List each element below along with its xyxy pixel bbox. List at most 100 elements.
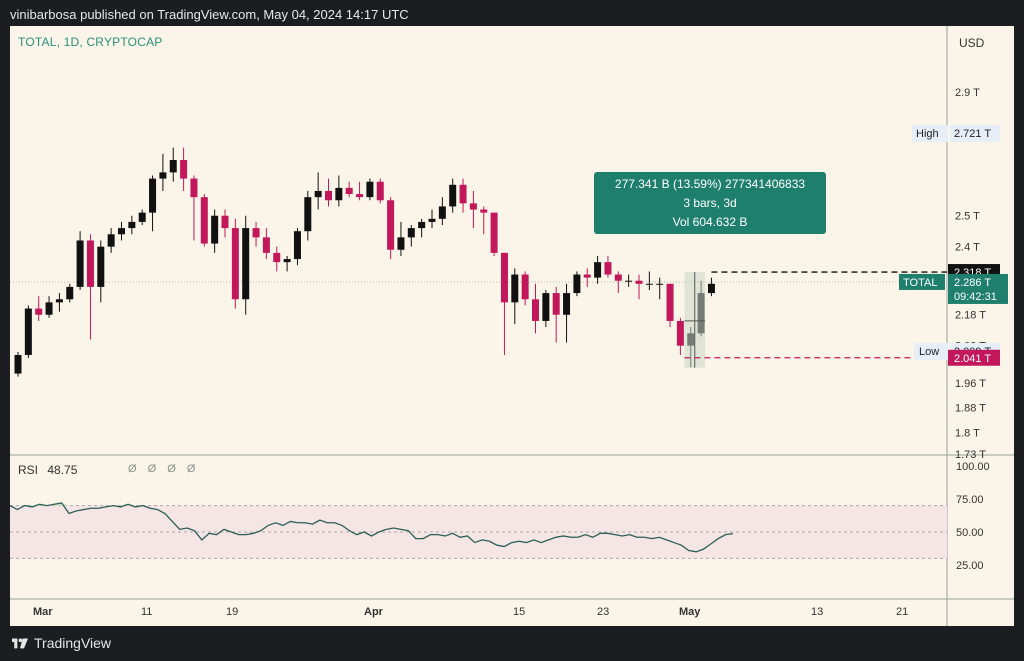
candle-body	[169, 160, 177, 173]
red-price-label: 2.041 T	[954, 353, 991, 365]
footer-brand: TradingView	[12, 635, 111, 651]
time-tick-label: May	[679, 606, 701, 618]
time-tick-label: Apr	[364, 606, 384, 618]
price-tick-label: 2.18 T	[955, 310, 986, 322]
publisher-header: vinibarbosa published on TradingView.com…	[10, 7, 409, 22]
measure-info-box	[594, 172, 826, 234]
candle-body	[676, 320, 684, 346]
candle-body	[159, 172, 167, 179]
price-tick-label: 1.8 T	[955, 427, 980, 439]
candle-body	[325, 190, 332, 201]
total-tag-bg	[899, 273, 945, 290]
rsi-name: RSI	[18, 463, 39, 477]
candle-body	[283, 259, 291, 263]
price-tick-label: 2.5 T	[955, 211, 980, 223]
price-tick-label: 1.73 T	[955, 449, 986, 461]
candle-body	[314, 190, 322, 198]
candle-body	[66, 286, 74, 300]
candle-body	[304, 197, 312, 232]
candle-body	[211, 215, 219, 244]
candle-body	[459, 184, 467, 204]
candle-body	[635, 280, 643, 284]
price-tick-label: 2.9 T	[955, 87, 980, 99]
candle-body	[511, 274, 519, 303]
candle-body	[438, 206, 446, 219]
candle-body	[45, 302, 53, 315]
candle-body	[14, 354, 22, 374]
low-tag-bg	[914, 343, 948, 360]
time-tick-label: 11	[141, 606, 152, 618]
rsi-tick-label: 100.00	[956, 461, 990, 473]
currency-label: USD	[959, 36, 985, 50]
measure-line-3: Vol 604.632 B	[673, 215, 748, 229]
time-tick-label: 13	[811, 606, 823, 618]
rsi-tick-label: 25.00	[956, 560, 984, 572]
candle-body	[252, 228, 260, 238]
candle-body	[521, 274, 529, 300]
candle-body	[666, 283, 674, 321]
candle-body	[614, 274, 622, 281]
candle-body	[552, 293, 560, 315]
candle-body	[231, 228, 239, 300]
candle-body	[387, 200, 395, 250]
price-tick-label: 1.96 T	[955, 378, 986, 390]
candle-body	[397, 237, 405, 250]
high-tag: High	[916, 128, 939, 140]
candle-body	[594, 262, 602, 278]
candle-body	[335, 187, 343, 201]
red-price-bg	[948, 349, 1000, 366]
symbol-label: TOTAL, 1D, CRYPTOCAP	[18, 35, 163, 49]
candle-body	[55, 299, 63, 303]
candle-body	[645, 283, 653, 285]
candle-body	[200, 197, 208, 244]
countdown: 09:42:31	[954, 291, 997, 303]
tradingview-logo-icon	[12, 638, 28, 649]
candle-body	[480, 209, 488, 213]
price-tick-label: 1.88 T	[955, 403, 986, 415]
total-price: 2.286 T	[954, 277, 991, 289]
candle-body	[356, 194, 364, 198]
candle-body	[449, 184, 457, 207]
time-tick-label: 23	[597, 606, 609, 618]
rsi-visibility-icons[interactable]: Ø Ø Ø Ø	[128, 463, 200, 475]
candle-body	[366, 181, 374, 198]
candle-body	[242, 228, 250, 300]
price-tick-label: 2.4 T	[955, 242, 980, 254]
rsi-tick-label: 75.00	[956, 494, 984, 506]
candle-body	[24, 308, 32, 355]
candle-body	[490, 212, 498, 253]
candle-body	[138, 212, 146, 222]
rsi-tick-label: 50.00	[956, 527, 984, 539]
candle-body	[97, 246, 105, 287]
candle-body	[604, 262, 612, 275]
candle-body	[262, 237, 270, 253]
candle-body	[128, 221, 136, 229]
total-price-bg	[948, 273, 1008, 304]
candle-body	[563, 293, 571, 315]
candle-body	[107, 234, 115, 247]
candle-body	[542, 293, 550, 321]
candle-body	[656, 283, 664, 285]
candle-body	[76, 240, 84, 287]
rsi-legend: RSI 48.75	[18, 463, 77, 477]
candle-body	[707, 283, 715, 294]
total-tag: TOTAL	[903, 277, 937, 289]
time-tick-label: Mar	[33, 606, 53, 618]
candle-body	[149, 178, 157, 213]
candle-body	[293, 231, 301, 260]
measure-line-1: 277.341 B (13.59%) 277341406833	[615, 177, 805, 191]
candle-body	[345, 187, 353, 195]
candle-body	[35, 308, 43, 315]
candle-body	[180, 160, 188, 179]
rsi-line	[10, 502, 734, 553]
candle-body	[428, 218, 436, 222]
time-tick-label: 19	[226, 606, 238, 618]
candle-body	[407, 228, 415, 238]
candle-body	[532, 299, 539, 321]
time-tick-label: 21	[896, 606, 908, 618]
candle-body	[418, 221, 426, 229]
measure-line-2: 3 bars, 3d	[683, 196, 736, 210]
rsi-value: 48.75	[47, 463, 78, 477]
